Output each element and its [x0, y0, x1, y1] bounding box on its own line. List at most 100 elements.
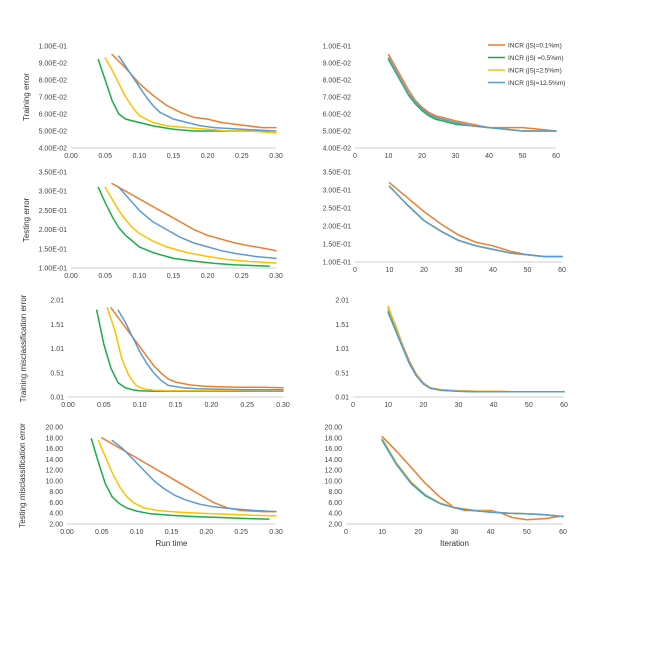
chart-panel-1: 0.00 0.05 0.10 0.15 0.20 0.25 0.30 4.00E-02 5.00… — [22, 44, 283, 161]
x-tick-label: 0.00 — [60, 529, 74, 536]
y-tick-label: 0.51 — [50, 370, 64, 377]
y-tick-label: 4.00 — [328, 511, 342, 518]
x-tick-label: 0.00 — [64, 153, 78, 160]
y-tick-label: 2.00E-01 — [323, 224, 352, 231]
x-tick-label: 0.25 — [234, 529, 248, 536]
y-tick-label: 20.00 — [324, 425, 342, 432]
x-tick-label: 60 — [560, 402, 568, 409]
x-tick-label: 60 — [552, 153, 560, 160]
x-tick-label: 30 — [452, 153, 460, 160]
y-tick-label: 1.00E-01 — [39, 44, 68, 51]
y-tick-label: 3.50E-01 — [323, 170, 352, 177]
x-tick-label: 0.05 — [98, 273, 112, 280]
x-tick-label: 0.15 — [167, 153, 181, 160]
y-axis-label: Testing misclassification error — [18, 423, 27, 528]
x-tick-label: 0.10 — [130, 529, 144, 536]
x-tick-label: 0.20 — [201, 273, 215, 280]
series-line-3 — [106, 307, 284, 392]
x-tick-label: 0.10 — [133, 273, 147, 280]
y-tick-label: 12.00 — [324, 468, 342, 475]
series-line-1 — [387, 307, 565, 393]
x-tick-label: 0.20 — [201, 153, 215, 160]
chart-panel-2: 0 10 20 30 40 50 60 4.00E-02 5.00E-02 6.00E-02 7.0… — [323, 44, 560, 161]
x-tick-label: 40 — [487, 529, 495, 536]
series-line-4 — [118, 55, 277, 132]
y-tick-label: 6.00 — [49, 500, 63, 507]
y-tick-label: 4.00E-02 — [39, 146, 68, 153]
y-tick-label: 18.00 — [45, 435, 63, 442]
legend: INCR (|S|=0.1%m) INCR (|S| =0.5%m) INCR (|… — [488, 42, 565, 87]
x-tick-label: 40 — [489, 267, 497, 274]
y-tick-label: 8.00E-02 — [39, 78, 68, 85]
y-tick-label: 6.00E-02 — [39, 112, 68, 119]
y-tick-label: 18.00 — [324, 435, 342, 442]
x-tick-label: 30 — [451, 529, 459, 536]
x-tick-label: 0.10 — [133, 153, 147, 160]
y-tick-label: 1.01 — [335, 346, 349, 353]
y-tick-label: 12.00 — [45, 468, 63, 475]
x-tick-label: 0.25 — [235, 273, 249, 280]
y-tick-label: 2.01 — [335, 298, 349, 305]
x-tick-label: 0.30 — [269, 529, 283, 536]
x-axis-label: Run time — [155, 539, 188, 548]
x-tick-label: 0.15 — [167, 273, 181, 280]
x-tick-label: 20 — [419, 402, 427, 409]
series-line-4 — [118, 186, 277, 260]
y-tick-label: 8.00 — [328, 489, 342, 496]
y-tick-label: 4.00 — [49, 511, 63, 518]
y-tick-label: 7.00E-02 — [323, 95, 352, 102]
y-tick-label: 2.00 — [49, 522, 63, 529]
y-tick-label: 1.50E-01 — [39, 246, 68, 253]
x-tick-label: 0.00 — [61, 402, 75, 409]
y-tick-label: 0.01 — [50, 395, 64, 402]
chart-panel-8: 0 10 20 30 40 50 60 2.00 4.00 6.00 8.00 10.00 12.00 1… — [324, 425, 567, 549]
y-tick-label: 2.50E-01 — [323, 206, 352, 213]
y-tick-label: 10.00 — [45, 478, 63, 485]
y-tick-label: 9.00E-02 — [39, 61, 68, 68]
x-tick-label: 50 — [519, 153, 527, 160]
y-tick-label: 8.00 — [49, 489, 63, 496]
series-line-4 — [387, 310, 565, 393]
chart-panel-5: 0.00 0.05 0.10 0.15 0.20 0.25 0.30 0.01 0.51 1.01… — [19, 294, 290, 409]
series-line-1 — [111, 53, 277, 129]
x-tick-label: 30 — [455, 267, 463, 274]
legend-entry: INCR (|S|=12.5%m) — [508, 80, 565, 87]
series-line-1 — [111, 182, 277, 252]
series-line-4 — [381, 439, 564, 518]
series-line-3 — [387, 305, 565, 393]
x-tick-label: 0.05 — [95, 529, 109, 536]
series-line-2 — [387, 311, 565, 393]
series-line-3 — [381, 438, 564, 518]
y-axis-label: Training error — [22, 73, 31, 121]
x-tick-label: 0 — [353, 153, 357, 160]
x-tick-label: 20 — [418, 153, 426, 160]
series-line-4 — [388, 185, 563, 258]
x-tick-label: 50 — [523, 529, 531, 536]
y-tick-label: 9.00E-02 — [323, 61, 352, 68]
legend-entry: INCR (|S|=2.5%m) — [508, 67, 562, 74]
x-tick-label: 0.30 — [269, 273, 283, 280]
series-line-2 — [90, 438, 270, 520]
x-tick-label: 20 — [420, 267, 428, 274]
series-line-3 — [104, 57, 277, 134]
series-line-4 — [387, 57, 557, 132]
y-tick-label: 7.00E-02 — [39, 95, 68, 102]
y-tick-label: 2.00 — [328, 522, 342, 529]
series-line-3 — [97, 439, 277, 517]
y-tick-label: 3.00E-01 — [39, 189, 68, 196]
series-line-1 — [381, 435, 564, 521]
x-tick-label: 20 — [414, 529, 422, 536]
x-tick-label: 0.00 — [64, 273, 78, 280]
y-tick-label: 1.50E-01 — [323, 242, 352, 249]
y-tick-label: 5.00E-02 — [39, 129, 68, 136]
y-tick-label: 1.01 — [50, 346, 64, 353]
x-tick-label: 30 — [455, 402, 463, 409]
x-tick-label: 0.20 — [200, 529, 214, 536]
y-tick-label: 1.00E-01 — [323, 260, 352, 267]
x-tick-label: 10 — [378, 529, 386, 536]
legend-entry: INCR (|S| =0.5%m) — [508, 55, 564, 62]
series-line-2 — [97, 58, 270, 132]
y-tick-label: 20.00 — [45, 425, 63, 432]
y-tick-label: 0.01 — [335, 395, 349, 402]
